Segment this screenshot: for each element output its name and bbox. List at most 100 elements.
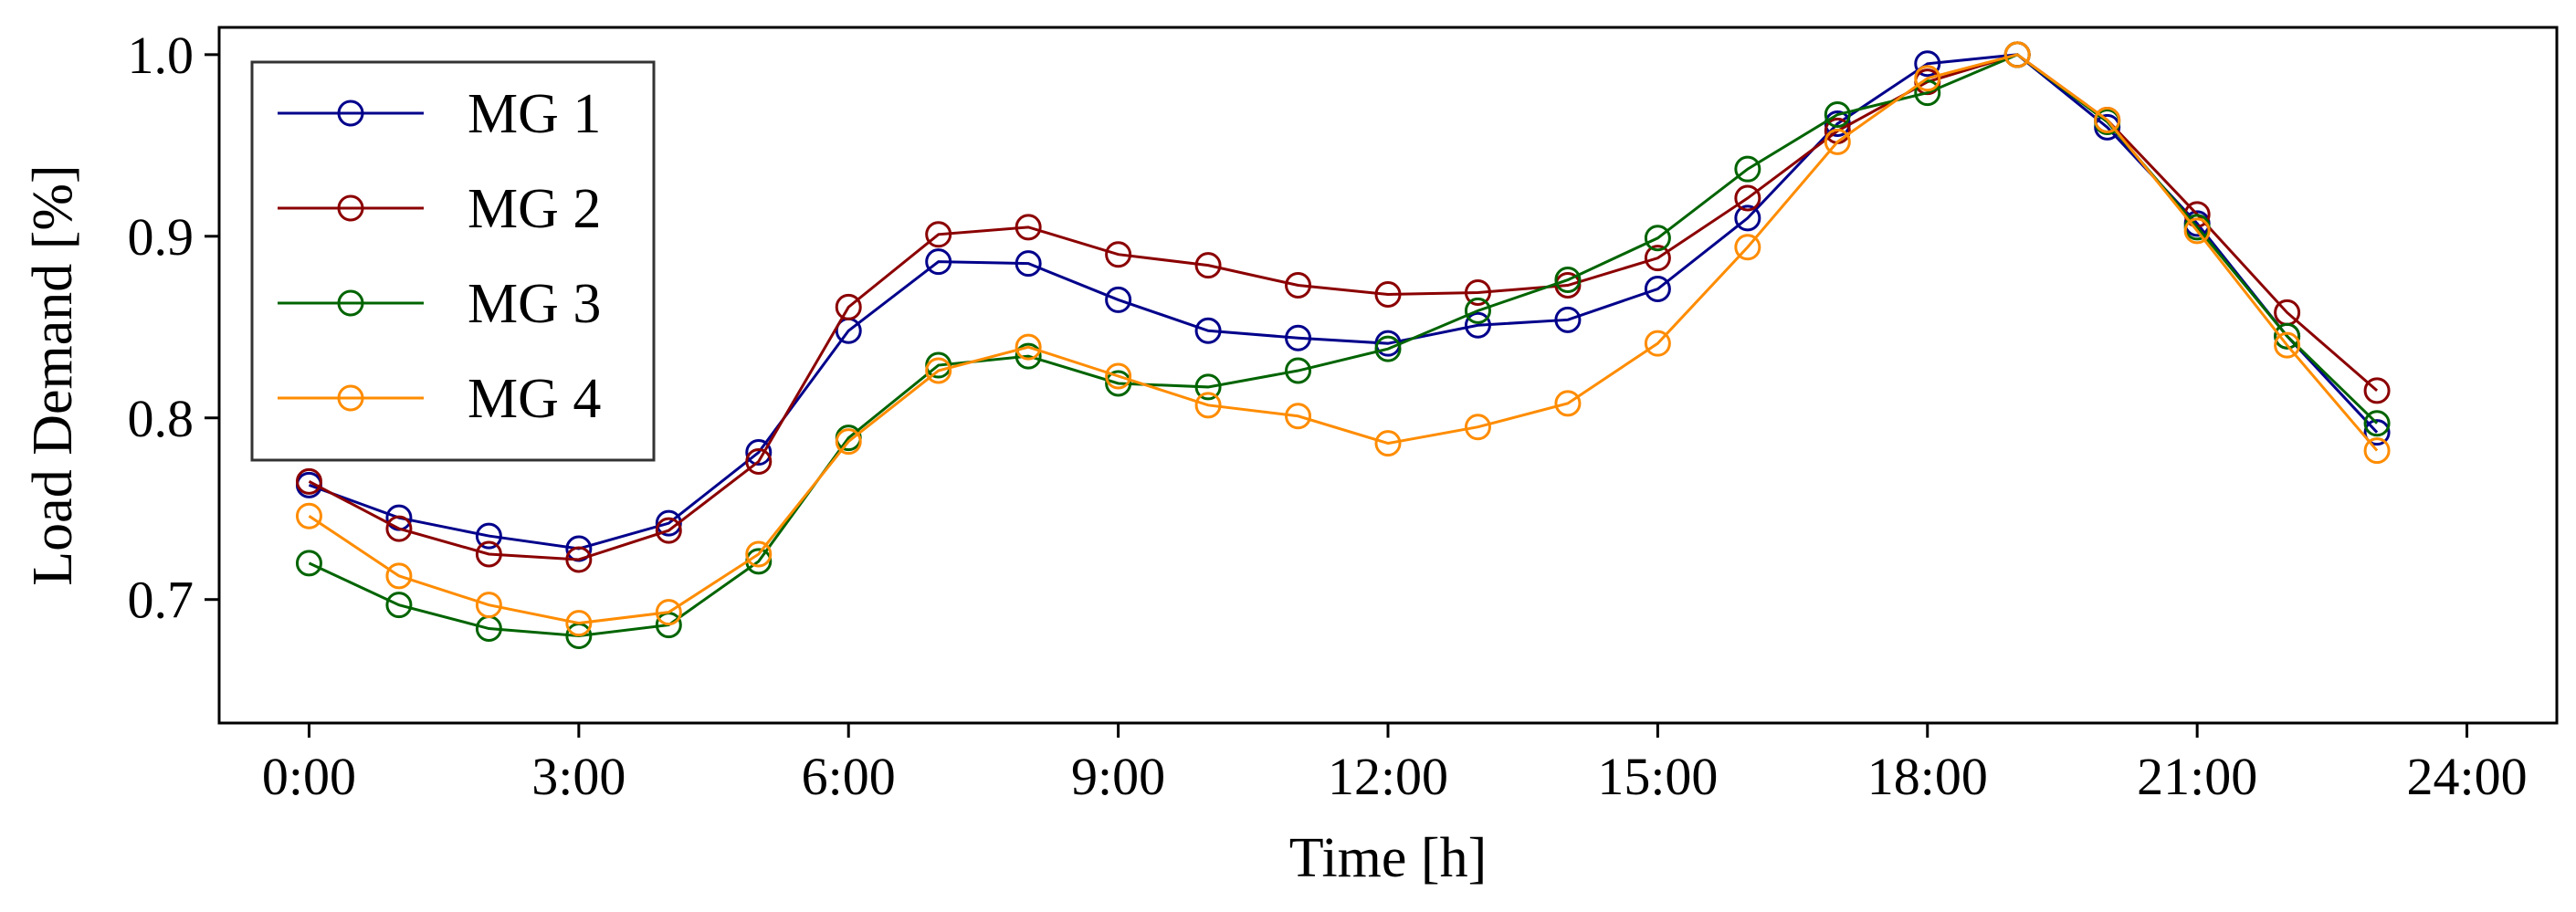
data-point: [1734, 155, 1761, 183]
series-mg-4: [295, 41, 2391, 637]
data-point: [1194, 373, 1222, 401]
x-tick-label: 15:00: [1597, 747, 1718, 806]
data-point: [1644, 225, 1671, 252]
data-point: [385, 515, 413, 542]
data-point: [475, 540, 502, 568]
x-tick-label: 18:00: [1867, 747, 1988, 806]
data-point: [655, 517, 682, 544]
x-tick-label: 9:00: [1071, 747, 1165, 806]
data-point: [925, 357, 952, 384]
data-point: [1824, 128, 1851, 155]
data-point: [1105, 362, 1132, 390]
legend-label: MG 1: [468, 83, 601, 145]
x-tick-label: 24:00: [2406, 747, 2527, 806]
data-point: [1105, 370, 1132, 397]
y-tick-label: 1.0: [128, 26, 195, 85]
data-point: [1194, 317, 1222, 344]
data-point: [2274, 331, 2301, 359]
data-point: [385, 562, 413, 590]
x-tick-label: 12:00: [1328, 747, 1448, 806]
legend-item-mg-1: MG 1: [278, 83, 601, 145]
data-point: [1464, 414, 1491, 441]
data-point: [1285, 272, 1312, 299]
data-point: [655, 599, 682, 626]
y-axis-title: Load Demand [%]: [22, 164, 84, 585]
y-tick-label: 0.7: [128, 571, 195, 630]
x-tick-label: 3:00: [531, 747, 626, 806]
data-point: [385, 592, 413, 619]
legend-item-mg-3: MG 3: [278, 273, 601, 335]
legend-marker: [337, 384, 364, 412]
y-tick-label: 0.9: [128, 207, 195, 267]
legend-item-mg-4: MG 4: [278, 368, 601, 430]
x-axis-ticks: 0:00 3:00 6:00 9:00 12:00 15:00 18:00 21:00 24:0…: [262, 723, 2528, 806]
data-point: [1105, 286, 1132, 313]
x-axis-title: Time [h]: [1289, 827, 1487, 889]
data-point: [1734, 234, 1761, 261]
data-point: [2363, 377, 2391, 404]
data-point: [1734, 184, 1761, 212]
data-point: [1105, 241, 1132, 268]
data-point: [2274, 322, 2301, 350]
data-point: [1554, 267, 1582, 294]
data-point: [1914, 50, 1941, 78]
legend-box: [250, 60, 656, 462]
x-tick-label: 0:00: [262, 747, 356, 806]
data-point: [1015, 333, 1042, 361]
data-point: [2003, 41, 2031, 68]
data-point: [1824, 100, 1851, 128]
data-point: [1554, 306, 1582, 333]
data-point: [475, 522, 502, 550]
data-point: [295, 502, 322, 529]
data-point: [1015, 214, 1042, 241]
plot-lines: [295, 41, 2391, 650]
data-point: [2183, 217, 2211, 245]
data-point: [1644, 245, 1671, 272]
data-point: [565, 610, 593, 637]
data-point: [2363, 410, 2391, 437]
data-point: [1374, 335, 1402, 362]
data-point: [1554, 390, 1582, 417]
data-point: [1464, 311, 1491, 339]
x-tick-label: 6:00: [802, 747, 896, 806]
data-point: [925, 248, 952, 276]
legend-marker: [337, 194, 364, 222]
data-point: [1914, 79, 1941, 107]
legend: MG 1 MG 2 MG 3 MG 4: [250, 60, 656, 462]
legend-marker: [337, 100, 364, 127]
data-point: [1015, 250, 1042, 278]
data-point: [1194, 252, 1222, 279]
data-point: [835, 428, 862, 456]
data-point: [1194, 392, 1222, 419]
data-point: [1464, 278, 1491, 306]
data-point: [745, 448, 773, 476]
data-point: [475, 592, 502, 619]
x-tick-label: 21:00: [2137, 747, 2257, 806]
legend-label: MG 3: [468, 273, 601, 335]
data-point: [925, 221, 952, 248]
data-point: [2363, 419, 2391, 446]
data-point: [745, 540, 773, 568]
data-point: [1285, 324, 1312, 351]
legend-label: MG 4: [468, 368, 601, 430]
plot-frame: [217, 26, 2559, 725]
y-tick-label: 0.8: [128, 389, 195, 448]
data-point: [1644, 275, 1671, 302]
series-line: [308, 53, 2379, 625]
data-point: [1374, 280, 1402, 308]
y-axis-ticks: 0.7 0.8 0.9 1.0: [128, 26, 219, 630]
legend-label: MG 2: [468, 178, 601, 240]
data-point: [1734, 204, 1761, 232]
data-point: [835, 293, 862, 320]
data-point: [565, 546, 593, 573]
data-point: [655, 509, 682, 537]
legend-item-mg-2: MG 2: [278, 178, 601, 240]
data-point: [1914, 65, 1941, 92]
data-point: [1464, 297, 1491, 324]
data-point: [2094, 106, 2121, 133]
data-point: [1285, 403, 1312, 430]
data-point: [2363, 437, 2391, 465]
data-point: [295, 550, 322, 577]
data-point: [1285, 357, 1312, 384]
